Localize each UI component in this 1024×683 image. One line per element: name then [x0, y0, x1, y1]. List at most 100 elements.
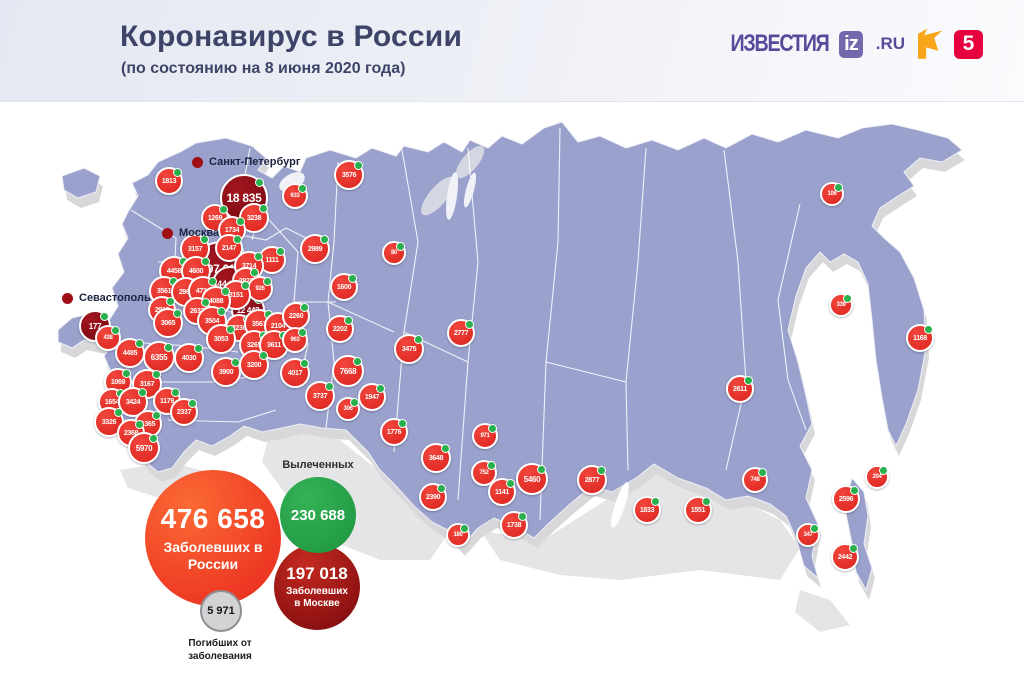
deaths-value: 5 971 [207, 605, 235, 617]
recovered-dot-icon [193, 344, 203, 354]
recovered-dot-icon [122, 369, 131, 378]
recovered-dot-icon [258, 204, 268, 214]
recovered-dot-icon [810, 524, 819, 533]
region-bubble: 1551 [684, 496, 712, 524]
city-label: Санкт-Петербург [192, 156, 300, 168]
region-bubble: 3053 [206, 324, 236, 354]
region-bubble: 1168 [906, 324, 934, 352]
recovered-dot-icon [135, 420, 144, 429]
recovered-dot-icon [843, 294, 852, 303]
recovered-dot-icon [137, 388, 147, 398]
recovered-dot-icon [353, 161, 363, 171]
recovered-dot-icon [396, 242, 405, 251]
izvestia-logo: ИЗВЕСТИЯ [730, 30, 829, 57]
recovered-dot-icon [216, 307, 226, 317]
recovered-dot-icon [850, 486, 859, 495]
recovered-dot-icon [413, 335, 423, 345]
city-label: Севастополь [62, 292, 151, 304]
moscow-infected-value: 197 018 [286, 564, 348, 583]
region-bubble: 80 [382, 241, 406, 265]
recovered-dot-icon [151, 370, 161, 380]
region-bubble: 3648 [421, 443, 451, 473]
recovered-dot-icon [164, 342, 174, 352]
recovered-dot-icon [834, 183, 843, 192]
recovered-dot-icon [506, 479, 515, 488]
region-bubble: 3737 [305, 381, 335, 411]
recovered-dot-icon [488, 424, 497, 433]
recovered-label: Вылеченных [282, 459, 354, 471]
recovered-dot-icon [152, 411, 161, 420]
recovered-dot-icon [233, 235, 242, 244]
recovered-dot-icon [113, 408, 123, 418]
recovered-dot-icon [200, 257, 210, 267]
ren-tv-arrow-icon [918, 28, 943, 59]
stat-recovered: 230 688 [280, 477, 356, 553]
channel-five-logo: 5 [954, 29, 983, 59]
region-bubble: 1813 [155, 167, 183, 195]
recovered-dot-icon [225, 325, 235, 335]
recovered-dot-icon [758, 468, 767, 477]
region-bubble: 4485 [115, 338, 145, 368]
stat-deaths: 5 971 [200, 590, 242, 632]
region-bubble: 926 [247, 276, 273, 302]
recovered-dot-icon [376, 384, 385, 393]
region-bubble: 204 [865, 465, 889, 489]
region-bubble: 2877 [577, 465, 607, 495]
recovered-dot-icon [324, 382, 334, 392]
russia-infected-value: 476 658 [160, 503, 266, 534]
page-subtitle: (по состоянию на 8 июня 2020 года) [121, 60, 406, 77]
region-bubble: 963 [282, 327, 308, 353]
arctic-islands [421, 145, 485, 216]
region-bubble: 2337 [170, 398, 198, 426]
region-bubble: 2390 [419, 483, 447, 511]
recovered-dot-icon [199, 235, 209, 245]
region-bubble: 2611 [726, 375, 754, 403]
deaths-label: Погибших от заболевания [188, 638, 252, 662]
water-bodies [279, 172, 629, 528]
recovered-dot-icon [849, 544, 858, 553]
recovered-dot-icon [188, 399, 197, 408]
recovered-dot-icon [651, 497, 660, 506]
region-bubble: 3326 [94, 407, 124, 437]
recovered-dot-icon [100, 311, 110, 321]
city-dot-icon [162, 227, 173, 239]
recovered-dot-icon [173, 168, 182, 177]
recovered-dot-icon [253, 252, 263, 262]
region-bubble: 5460 [516, 463, 548, 495]
logo-bar: ИЗВЕСТИЯ iz .RU 5 [709, 27, 983, 61]
region-bubble: 106 [820, 182, 844, 206]
region-bubble: 1141 [488, 478, 516, 506]
city-dot-icon [192, 156, 203, 168]
recovered-value: 230 688 [290, 506, 346, 524]
recovered-dot-icon [258, 351, 268, 361]
region-bubble: 748 [742, 467, 768, 493]
recovered-dot-icon [298, 328, 307, 337]
header: Коронавирус в России (по состоянию на 8 … [0, 0, 1024, 102]
recovered-dot-icon [518, 512, 527, 521]
moscow-infected-label: Заболевших в Москве [286, 586, 348, 609]
recovered-dot-icon [440, 444, 450, 454]
recovered-dot-icon [300, 303, 309, 312]
recovered-dot-icon [171, 388, 180, 397]
region-bubble: 2260 [282, 302, 310, 330]
recovered-dot-icon [172, 309, 182, 319]
recovered-dot-icon [298, 184, 307, 193]
region-bubble: 971 [472, 423, 498, 449]
region-bubble: 180 [446, 523, 470, 547]
recovered-dot-icon [744, 376, 753, 385]
region-bubble: 7668 [332, 355, 364, 387]
region-bubble: 2777 [447, 319, 475, 347]
region-bubble: 339 [829, 293, 853, 317]
region-bubble: 3475 [394, 334, 424, 364]
region-bubble: 2202 [326, 315, 354, 343]
recovered-dot-icon [465, 320, 474, 329]
iz-ru-logo-text: iz [844, 32, 859, 55]
recovered-dot-icon [487, 461, 496, 470]
recovered-dot-icon [348, 274, 357, 283]
region-bubble: 4017 [280, 358, 310, 388]
region-bubble: 306 [336, 397, 360, 421]
channel-five-text: 5 [962, 32, 975, 55]
recovered-dot-icon [240, 281, 250, 291]
russia-infected-label: Заболевших в России [163, 539, 263, 572]
